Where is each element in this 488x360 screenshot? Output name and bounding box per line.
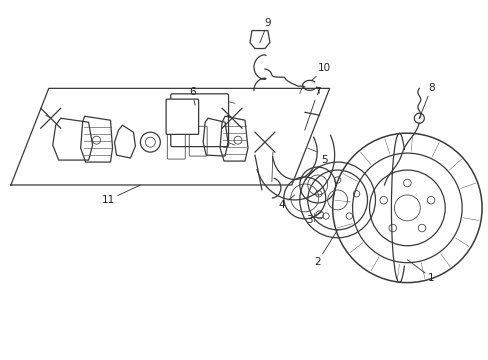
Text: 2: 2 — [314, 230, 337, 267]
Text: 6: 6 — [188, 87, 195, 105]
Text: 7: 7 — [304, 87, 321, 130]
Text: 5: 5 — [304, 155, 327, 180]
FancyBboxPatch shape — [170, 94, 228, 147]
Text: 1: 1 — [407, 260, 434, 283]
FancyBboxPatch shape — [166, 99, 198, 134]
Text: 4: 4 — [278, 195, 294, 210]
Text: 11: 11 — [102, 185, 140, 205]
Text: 10: 10 — [311, 63, 330, 80]
Text: 3: 3 — [306, 212, 321, 225]
Text: 9: 9 — [260, 18, 271, 42]
Text: 8: 8 — [419, 84, 434, 118]
